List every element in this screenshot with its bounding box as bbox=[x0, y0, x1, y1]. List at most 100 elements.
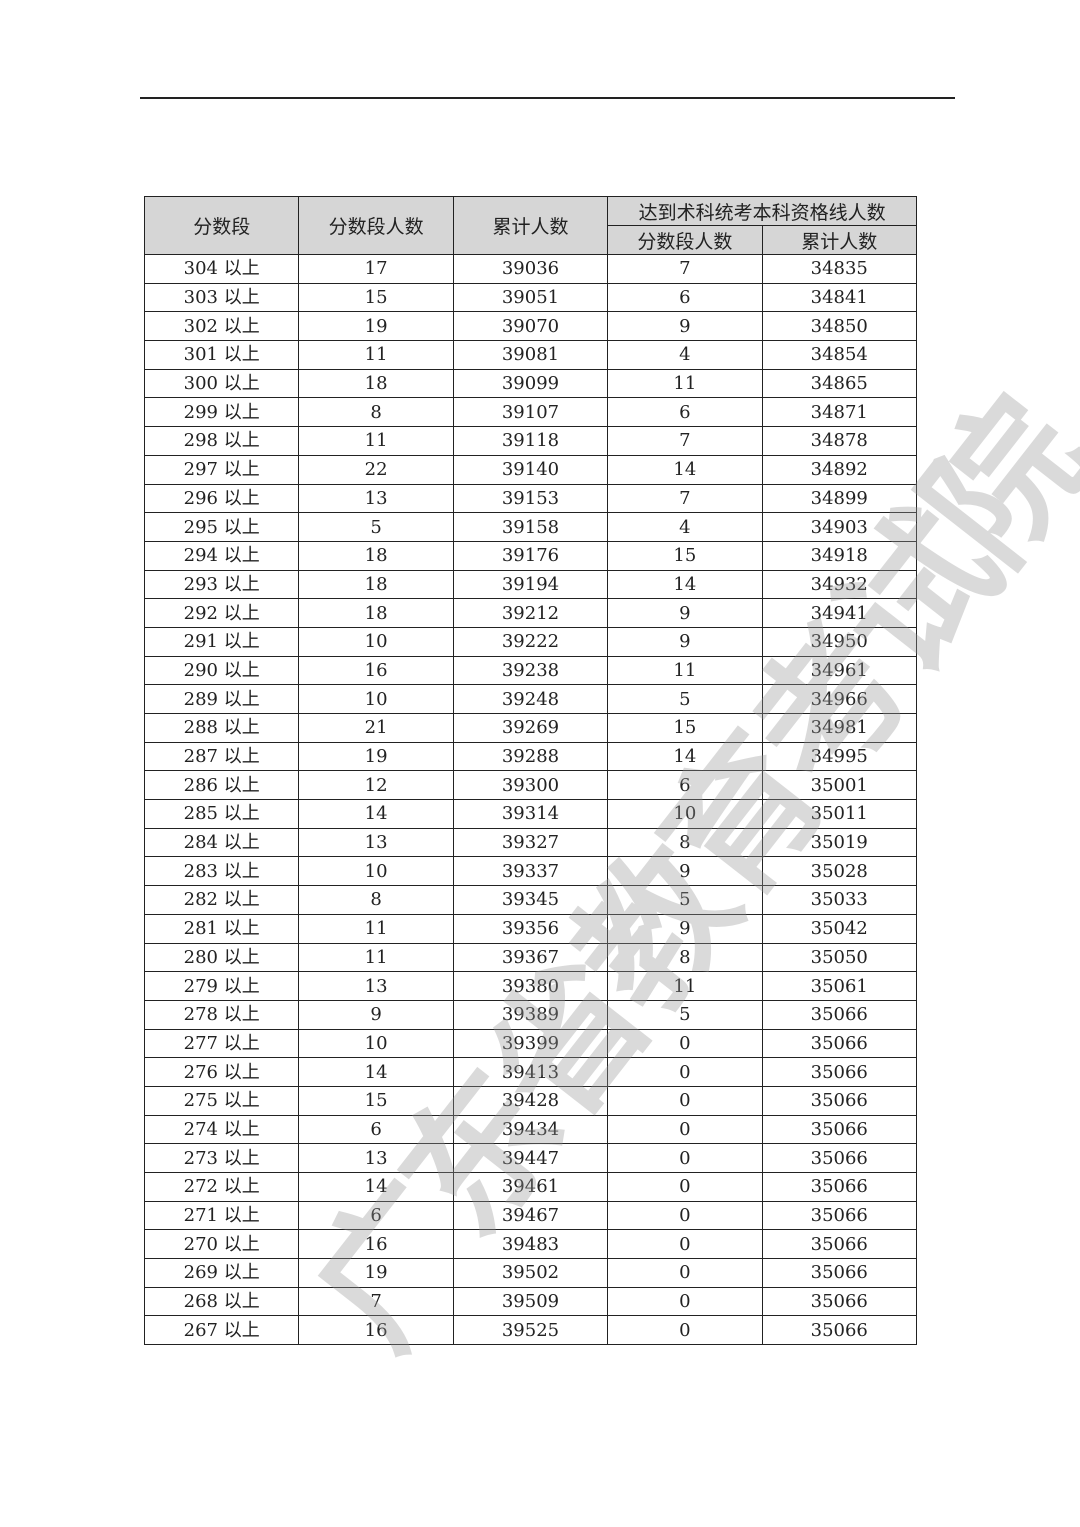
cumulative-cell: 39288 bbox=[452, 741, 609, 772]
qualified-cumulative-cell: 34995 bbox=[761, 741, 917, 772]
table-row: 289 以上 10 39248 5 34966 bbox=[143, 684, 917, 714]
cumulative-cell: 39447 bbox=[452, 1143, 609, 1173]
score-cell: 275 以上 bbox=[143, 1085, 300, 1116]
score-cell: 301 以上 bbox=[143, 340, 300, 370]
header-qualified-group: 达到术科统考本科资格线人数 bbox=[607, 196, 917, 226]
header-cumulative: 累计人数 bbox=[452, 196, 609, 255]
qualified-count-cell: 15 bbox=[607, 713, 763, 743]
qualified-count-cell: 15 bbox=[607, 540, 763, 571]
qualified-cumulative-cell: 34941 bbox=[761, 598, 917, 628]
count-cell: 19 bbox=[298, 741, 454, 772]
cumulative-cell: 39525 bbox=[452, 1315, 609, 1346]
qualified-cumulative-cell: 34966 bbox=[761, 684, 917, 714]
table-row: 281 以上 11 39356 9 35042 bbox=[143, 913, 917, 944]
header-count: 分数段人数 bbox=[298, 196, 454, 255]
count-cell: 13 bbox=[298, 971, 454, 1001]
cumulative-cell: 39140 bbox=[452, 454, 609, 485]
count-cell: 8 bbox=[298, 885, 454, 915]
qualified-cumulative-cell: 35066 bbox=[761, 1315, 917, 1346]
qualified-cumulative-cell: 35042 bbox=[761, 913, 917, 944]
qualified-count-cell: 9 bbox=[607, 856, 763, 887]
qualified-cumulative-cell: 35066 bbox=[761, 1114, 917, 1145]
score-cell: 304 以上 bbox=[143, 254, 300, 284]
score-cell: 282 以上 bbox=[143, 885, 300, 915]
count-cell: 11 bbox=[298, 913, 454, 944]
score-cell: 276 以上 bbox=[143, 1057, 300, 1087]
table-row: 297 以上 22 39140 14 34892 bbox=[143, 454, 917, 485]
table-row: 271 以上 6 39467 0 35066 bbox=[143, 1200, 917, 1231]
count-cell: 8 bbox=[298, 397, 454, 428]
score-cell: 279 以上 bbox=[143, 971, 300, 1001]
cumulative-cell: 39194 bbox=[452, 569, 609, 600]
qualified-cumulative-cell: 35001 bbox=[761, 770, 917, 801]
cumulative-cell: 39434 bbox=[452, 1114, 609, 1145]
cumulative-cell: 39158 bbox=[452, 512, 609, 542]
cumulative-cell: 39380 bbox=[452, 971, 609, 1001]
score-cell: 274 以上 bbox=[143, 1114, 300, 1145]
qualified-count-cell: 9 bbox=[607, 311, 763, 342]
score-cell: 283 以上 bbox=[143, 856, 300, 887]
table-row: 285 以上 14 39314 10 35011 bbox=[143, 799, 917, 829]
qualified-count-cell: 0 bbox=[607, 1085, 763, 1116]
cumulative-cell: 39269 bbox=[452, 713, 609, 743]
count-cell: 13 bbox=[298, 1143, 454, 1173]
qualified-cumulative-cell: 34871 bbox=[761, 397, 917, 428]
table-row: 273 以上 13 39447 0 35066 bbox=[143, 1143, 917, 1173]
qualified-count-cell: 0 bbox=[607, 1143, 763, 1173]
qualified-cumulative-cell: 34878 bbox=[761, 426, 917, 456]
qualified-cumulative-cell: 34903 bbox=[761, 512, 917, 542]
count-cell: 11 bbox=[298, 340, 454, 370]
count-cell: 19 bbox=[298, 311, 454, 342]
score-cell: 297 以上 bbox=[143, 454, 300, 485]
score-cell: 303 以上 bbox=[143, 282, 300, 313]
qualified-cumulative-cell: 34892 bbox=[761, 454, 917, 485]
table-body: 304 以上 17 39036 7 34835 303 以上 15 39051 6 34841 30… bbox=[143, 254, 917, 1346]
cumulative-cell: 39389 bbox=[452, 999, 609, 1030]
cumulative-cell: 39314 bbox=[452, 799, 609, 829]
qualified-count-cell: 7 bbox=[607, 254, 763, 284]
score-cell: 300 以上 bbox=[143, 368, 300, 399]
score-cell: 272 以上 bbox=[143, 1172, 300, 1202]
score-cell: 269 以上 bbox=[143, 1258, 300, 1288]
cumulative-cell: 39413 bbox=[452, 1057, 609, 1087]
score-cell: 277 以上 bbox=[143, 1028, 300, 1059]
count-cell: 22 bbox=[298, 454, 454, 485]
score-cell: 295 以上 bbox=[143, 512, 300, 542]
table-row: 303 以上 15 39051 6 34841 bbox=[143, 282, 917, 313]
count-cell: 18 bbox=[298, 598, 454, 628]
header-qualified-cumulative: 累计人数 bbox=[761, 225, 917, 255]
cumulative-cell: 39428 bbox=[452, 1085, 609, 1116]
qualified-cumulative-cell: 35066 bbox=[761, 1057, 917, 1087]
table-row: 286 以上 12 39300 6 35001 bbox=[143, 770, 917, 801]
qualified-cumulative-cell: 34918 bbox=[761, 540, 917, 571]
count-cell: 18 bbox=[298, 540, 454, 571]
cumulative-cell: 39153 bbox=[452, 483, 609, 514]
count-cell: 7 bbox=[298, 1286, 454, 1317]
cumulative-cell: 39051 bbox=[452, 282, 609, 313]
count-cell: 18 bbox=[298, 569, 454, 600]
table-row: 276 以上 14 39413 0 35066 bbox=[143, 1057, 917, 1087]
count-cell: 16 bbox=[298, 1315, 454, 1346]
table-row: 278 以上 9 39389 5 35066 bbox=[143, 999, 917, 1030]
qualified-count-cell: 5 bbox=[607, 684, 763, 714]
qualified-count-cell: 4 bbox=[607, 512, 763, 542]
cumulative-cell: 39337 bbox=[452, 856, 609, 887]
qualified-count-cell: 10 bbox=[607, 799, 763, 829]
cumulative-cell: 39356 bbox=[452, 913, 609, 944]
header-rule bbox=[140, 97, 955, 99]
qualified-count-cell: 11 bbox=[607, 368, 763, 399]
qualified-cumulative-cell: 35066 bbox=[761, 1028, 917, 1059]
qualified-cumulative-cell: 34961 bbox=[761, 655, 917, 686]
table-row: 294 以上 18 39176 15 34918 bbox=[143, 540, 917, 571]
score-distribution-table: 分数段 分数段人数 累计人数 达到术科统考本科资格线人数 分数段人数 累计人数 … bbox=[143, 196, 917, 1346]
score-cell: 298 以上 bbox=[143, 426, 300, 456]
qualified-cumulative-cell: 35066 bbox=[761, 1229, 917, 1260]
score-cell: 296 以上 bbox=[143, 483, 300, 514]
score-cell: 289 以上 bbox=[143, 684, 300, 714]
qualified-cumulative-cell: 35028 bbox=[761, 856, 917, 887]
qualified-cumulative-cell: 35061 bbox=[761, 971, 917, 1001]
table-row: 291 以上 10 39222 9 34950 bbox=[143, 626, 917, 657]
table-row: 301 以上 11 39081 4 34854 bbox=[143, 340, 917, 370]
count-cell: 10 bbox=[298, 856, 454, 887]
count-cell: 5 bbox=[298, 512, 454, 542]
